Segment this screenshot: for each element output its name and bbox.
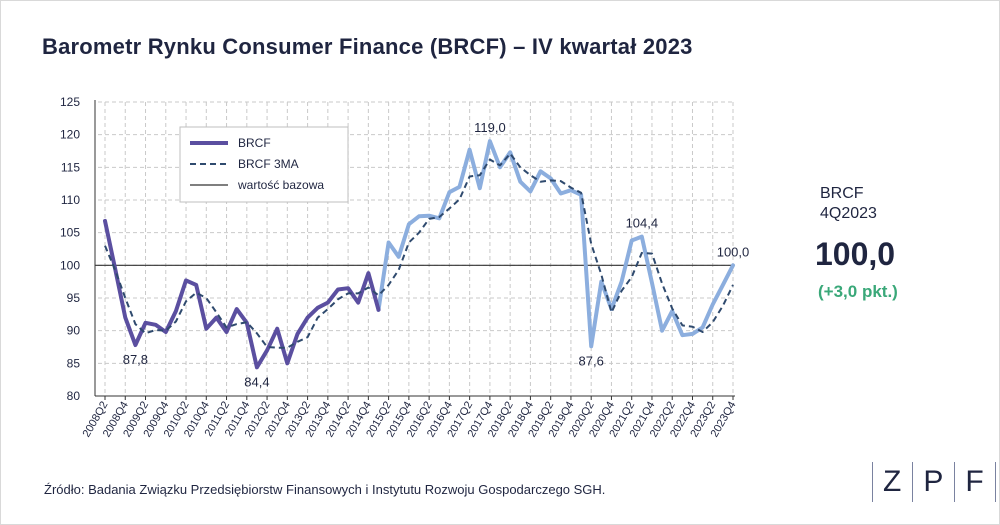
logo-divider [994, 462, 996, 502]
legend: BRCF BRCF 3MA wartość bazowa [179, 126, 349, 203]
logo-letter-f: F [965, 465, 985, 498]
side-label-index: BRCF [820, 185, 864, 202]
legend-box [179, 126, 349, 203]
data-label: 87,6 [579, 353, 604, 368]
page-title: Barometr Rynku Consumer Finance (BRCF) –… [42, 34, 693, 59]
grid-layer [98, 101, 734, 397]
annotation-layer: 87,8 84,4 119,0 87,6 104,4 100,0 [123, 120, 750, 389]
logo-divider [954, 462, 956, 502]
series-layer [95, 139, 735, 370]
logo-divider [872, 462, 873, 502]
brcf-line-early [103, 218, 381, 370]
y-tick-label: 95 [67, 291, 81, 305]
data-label: 84,4 [244, 374, 269, 389]
data-label: 119,0 [474, 120, 506, 135]
y-tick-label: 100 [60, 258, 80, 272]
logo-letter-p: P [923, 465, 945, 498]
y-tick-label: 85 [67, 356, 81, 370]
y-tick-label: 105 [60, 226, 80, 240]
y-tick-label: 110 [61, 193, 80, 207]
logo-divider [912, 462, 914, 502]
legend-brcf-label: BRCF [238, 136, 271, 150]
y-tick-label: 115 [61, 160, 80, 174]
y-tick-label: 80 [67, 389, 81, 403]
y-tick-label: 90 [67, 324, 81, 338]
side-change-value: (+3,0 pkt.) [818, 282, 898, 301]
logo-letter-z: Z [883, 465, 903, 498]
source-note: Źródło: Badania Związku Przedsiębiorstw … [44, 482, 606, 497]
side-label-period: 4Q2023 [820, 205, 877, 222]
data-label: 104,4 [626, 216, 659, 231]
brcf-3ma-line [104, 152, 734, 349]
zpf-logo: Z P F [862, 462, 1000, 502]
side-current-value: 100,0 [815, 236, 896, 272]
legend-3ma-label: BRCF 3MA [238, 157, 299, 171]
y-tick-label: 125 [60, 95, 80, 109]
data-label: 100,0 [717, 244, 750, 259]
data-label: 87,8 [123, 352, 148, 367]
brcf-line-recent [376, 139, 735, 349]
y-tick-label: 120 [60, 128, 80, 142]
legend-baseline-label: wartość bazowa [237, 178, 324, 192]
